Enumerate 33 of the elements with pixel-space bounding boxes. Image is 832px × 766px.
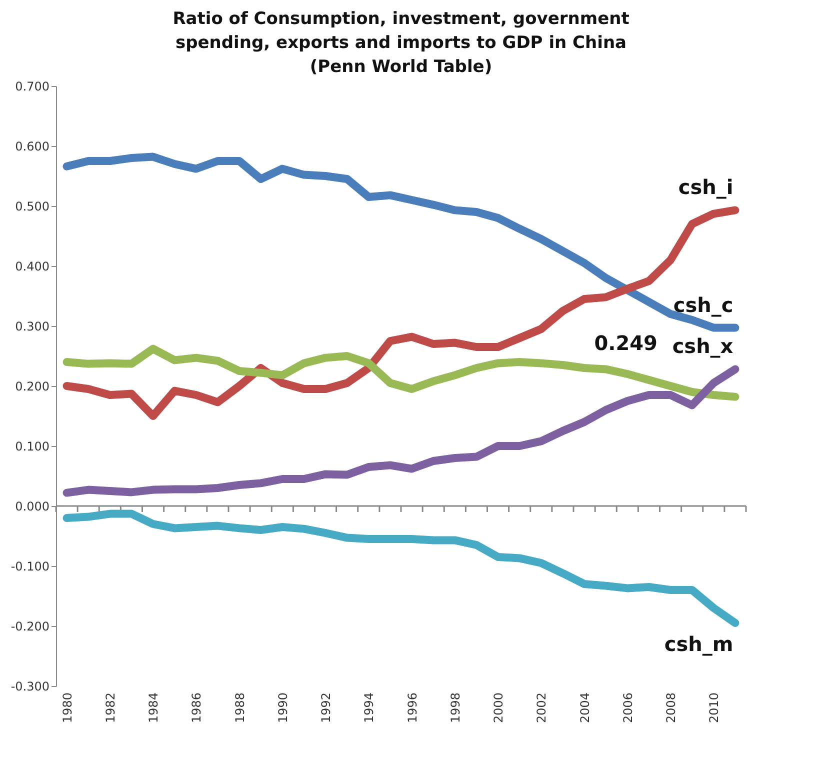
annotation: 0.249 <box>594 331 658 355</box>
y-tick-label: 0.700 <box>15 80 50 94</box>
x-tick-label: 2010 <box>707 692 722 724</box>
x-tick-label: 1992 <box>319 692 334 724</box>
y-tick-label: 0.400 <box>15 260 50 274</box>
x-tick-label: 1988 <box>232 692 247 724</box>
x-tick-label: 1984 <box>146 692 161 724</box>
y-tick-label: -0.100 <box>10 560 50 574</box>
chart-title: Ratio of Consumption, investment, government spending, exports and imports to GDP in China (Penn World Table) <box>172 9 630 77</box>
y-tick-label: 0.300 <box>15 320 50 334</box>
x-tick-label: 1982 <box>103 692 118 724</box>
x-tick-label: 2004 <box>578 692 592 724</box>
y-tick-label: 0.000 <box>15 500 50 514</box>
y-tick-label: 0.100 <box>15 440 50 454</box>
y-tick-label: 0.600 <box>15 140 50 154</box>
x-tick-label: 1986 <box>190 692 204 724</box>
x-tick-label: 2008 <box>664 692 678 724</box>
series-label: csh_x <box>672 334 734 358</box>
y-tick-label: -0.200 <box>10 620 50 634</box>
x-tick-label: 1994 <box>362 692 376 724</box>
x-tick-label: 1990 <box>276 692 290 724</box>
series-label: csh_c <box>673 292 734 317</box>
x-tick-label: 1998 <box>448 692 462 724</box>
x-tick-label: 2006 <box>620 692 635 724</box>
x-tick-label: 1996 <box>405 692 420 724</box>
y-tick-label: 0.500 <box>15 200 50 214</box>
y-tick-label: -0.300 <box>10 680 50 694</box>
x-tick-label: 2002 <box>534 692 549 724</box>
x-tick-label: 2000 <box>492 692 506 724</box>
series-label: csh_m <box>664 632 734 656</box>
x-tick-label: 1980 <box>60 692 74 724</box>
series-label: csh_i <box>678 175 734 200</box>
y-tick-label: 0.200 <box>15 380 50 394</box>
